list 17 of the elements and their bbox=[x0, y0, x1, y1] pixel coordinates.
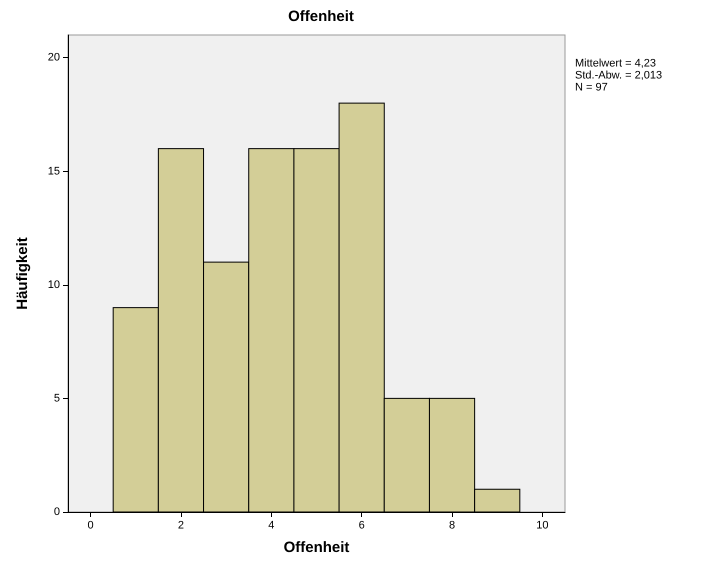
text: Mittelwert = 4,23 bbox=[575, 58, 656, 70]
y-tick-label: 0 bbox=[54, 506, 60, 518]
x-tick-label: 6 bbox=[358, 520, 365, 532]
x-axis-title: Offenheit bbox=[284, 539, 350, 556]
x-tick-label: 10 bbox=[536, 520, 549, 532]
text: N = 97 bbox=[575, 82, 608, 94]
y-tick-label: 5 bbox=[54, 392, 60, 404]
text: Std.-Abw. = 2,013 bbox=[575, 70, 662, 82]
y-tick-label: 20 bbox=[48, 52, 60, 64]
x-tick-label: 8 bbox=[448, 520, 456, 532]
x-tick-label: 2 bbox=[178, 520, 184, 532]
x-tick-label: 4 bbox=[268, 520, 274, 532]
y-tick-label: 15 bbox=[48, 165, 60, 178]
x-tick-label: 0 bbox=[88, 520, 94, 532]
chart-title: Offenheit bbox=[288, 8, 354, 25]
y-axis-title: Häufigkeit bbox=[14, 237, 31, 310]
y-tick-label: 10 bbox=[48, 278, 60, 291]
